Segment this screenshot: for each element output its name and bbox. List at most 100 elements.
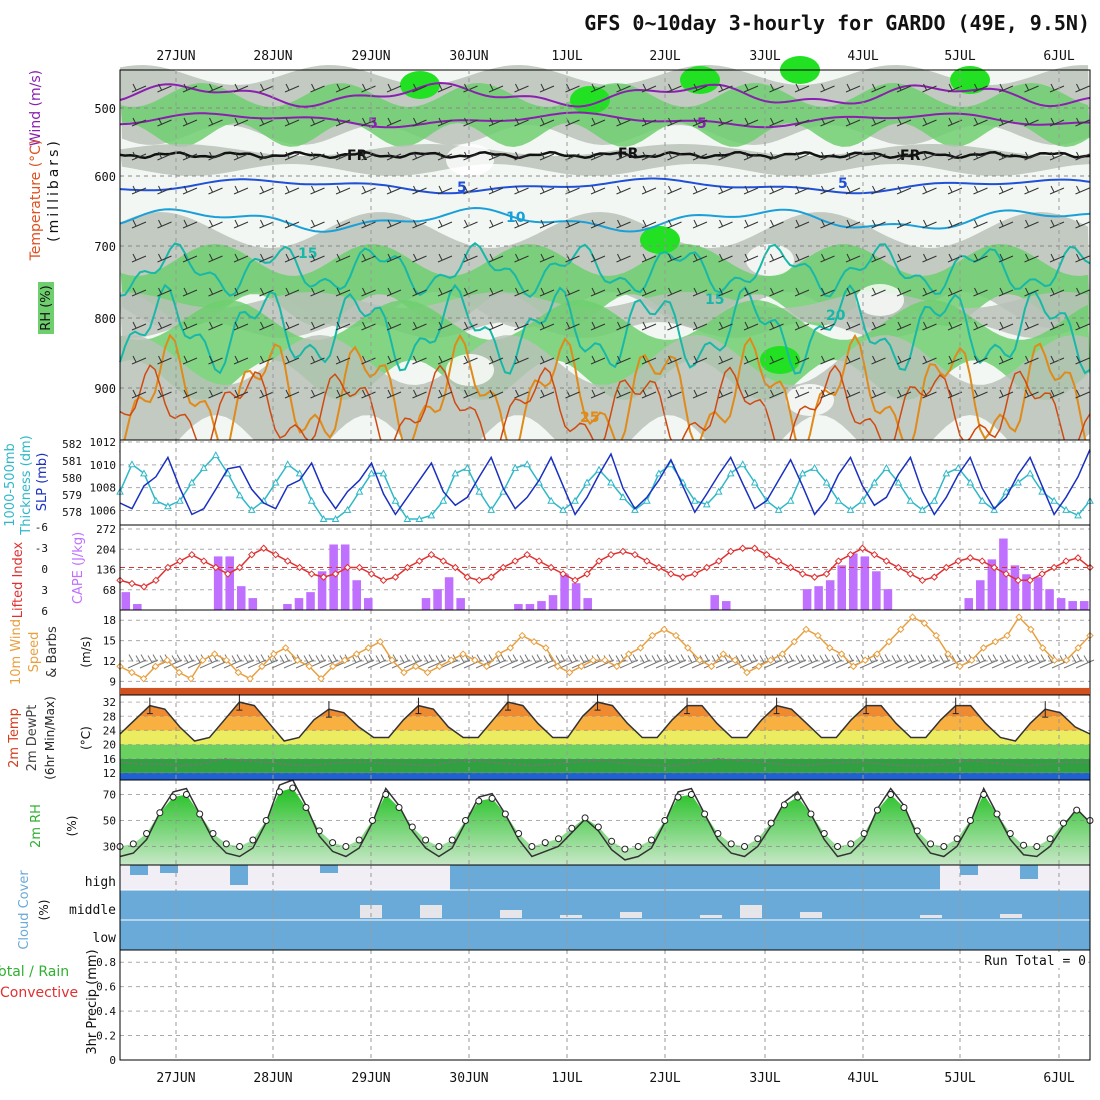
wind-barb bbox=[794, 287, 810, 297]
wind-speed-series-point bbox=[471, 656, 479, 664]
wind-barb bbox=[769, 151, 784, 161]
thickness-tick: 578 bbox=[62, 506, 82, 519]
upper-wind-barbs bbox=[131, 83, 1090, 399]
wind-barb bbox=[922, 117, 937, 127]
rh2m-point bbox=[993, 810, 1001, 818]
wind-speed-series-point bbox=[766, 656, 775, 664]
contour-label: 20 bbox=[826, 308, 846, 324]
wind-barb bbox=[310, 287, 325, 297]
wind-barb bbox=[1049, 219, 1065, 229]
rh2m-point bbox=[422, 836, 430, 844]
cape-bar bbox=[121, 592, 131, 610]
temp-contour-30 bbox=[119, 364, 1091, 455]
wind-barb bbox=[386, 389, 402, 399]
wind-barb bbox=[157, 117, 172, 127]
cape-bar bbox=[571, 583, 581, 610]
upper-temp-label: Temperature (°C) bbox=[28, 140, 44, 262]
date-label-bottom: 4JUL bbox=[847, 1071, 878, 1086]
wind-barb bbox=[233, 185, 249, 195]
wind-barb bbox=[437, 219, 453, 229]
cloud-mid-gap bbox=[1000, 914, 1022, 918]
rh2m-point bbox=[820, 830, 828, 837]
wind-barb bbox=[947, 321, 963, 331]
rh2m-point bbox=[315, 827, 323, 835]
cape-bar bbox=[710, 595, 719, 610]
rh2m-point bbox=[1059, 819, 1067, 827]
wind-barb bbox=[386, 321, 402, 331]
lifted-index-series-point bbox=[822, 570, 831, 578]
lifted-index-series-point bbox=[583, 570, 591, 578]
wind-barb bbox=[1075, 654, 1095, 669]
wind-barb bbox=[131, 219, 147, 229]
lifted-index-series-point bbox=[1074, 554, 1082, 562]
wind-barb bbox=[182, 219, 198, 229]
wind-barb bbox=[488, 287, 504, 297]
thickness-series-point bbox=[1074, 511, 1082, 519]
contour-label: 25 bbox=[580, 410, 599, 426]
lifted-index-series-point bbox=[750, 544, 759, 552]
thickness-series-point bbox=[367, 469, 376, 477]
rh2m-point bbox=[1046, 835, 1054, 843]
wind-barb bbox=[131, 117, 147, 127]
thickness-series-point bbox=[702, 500, 711, 508]
wind-barb bbox=[412, 389, 427, 399]
thickness-series-point bbox=[176, 496, 184, 504]
wind-barb bbox=[820, 253, 835, 263]
wind-barb bbox=[998, 355, 1014, 365]
wind-speed-series-point bbox=[222, 656, 231, 664]
wind-barb bbox=[919, 654, 939, 669]
thickness-series-point bbox=[643, 496, 651, 504]
wind-barb bbox=[743, 117, 759, 127]
wind-speed-series-point bbox=[317, 674, 325, 683]
cape-bar bbox=[721, 601, 731, 610]
lifted-index-series-point bbox=[188, 550, 196, 559]
lifted-index-series-point bbox=[343, 563, 352, 572]
wind-barb bbox=[182, 321, 198, 331]
thickness-series-point bbox=[415, 514, 424, 522]
wind-barb bbox=[743, 83, 759, 93]
wind-tick: 15 bbox=[103, 635, 116, 648]
wind-barb bbox=[820, 83, 835, 93]
wind-barb bbox=[794, 219, 810, 229]
cloud-mid-gap bbox=[800, 912, 822, 918]
lifted-index-series-point bbox=[212, 563, 220, 572]
wind-barb bbox=[998, 219, 1014, 229]
wind-barb bbox=[667, 389, 682, 399]
wind-barb bbox=[131, 253, 147, 263]
wind-barb bbox=[998, 117, 1014, 127]
lifted-index-series-point bbox=[224, 570, 232, 578]
wind-speed-series-point bbox=[707, 662, 716, 671]
wind-barb bbox=[233, 151, 249, 161]
cape-bar bbox=[1045, 589, 1054, 610]
temp-band bbox=[120, 744, 1090, 759]
wind-barb bbox=[1049, 253, 1065, 263]
wind-barb bbox=[1075, 253, 1090, 263]
wind-speed-series-point bbox=[660, 625, 668, 634]
wind-barb bbox=[998, 83, 1014, 93]
wind-barb bbox=[208, 219, 223, 229]
rh-area bbox=[120, 788, 1090, 865]
rh-tick: 50 bbox=[103, 815, 116, 828]
wind-barb bbox=[667, 654, 687, 669]
wind-barb bbox=[718, 287, 733, 297]
slp-tick: 1012 bbox=[90, 436, 117, 449]
cape-bar bbox=[814, 586, 823, 610]
lifted-index-series-point bbox=[499, 563, 507, 572]
thickness-series-point bbox=[786, 496, 795, 504]
wind-barb bbox=[667, 355, 682, 365]
wind-barb bbox=[973, 389, 988, 399]
wind-barb bbox=[514, 219, 529, 229]
cape-tick: 136 bbox=[96, 564, 116, 577]
cloud-mid-gap bbox=[420, 905, 442, 918]
wind-barb bbox=[131, 321, 147, 331]
lifted-index-series-line bbox=[119, 547, 1091, 588]
wind-barb bbox=[820, 185, 835, 195]
wind-barb bbox=[896, 117, 912, 127]
thickness-series-point bbox=[942, 469, 951, 477]
wind-barb bbox=[811, 654, 831, 669]
cloud-high-bar bbox=[160, 865, 178, 873]
rh2m-point bbox=[262, 817, 270, 824]
cloud-mid-gap bbox=[500, 910, 522, 918]
wind-barb bbox=[743, 355, 759, 365]
wind-barb bbox=[131, 287, 147, 297]
